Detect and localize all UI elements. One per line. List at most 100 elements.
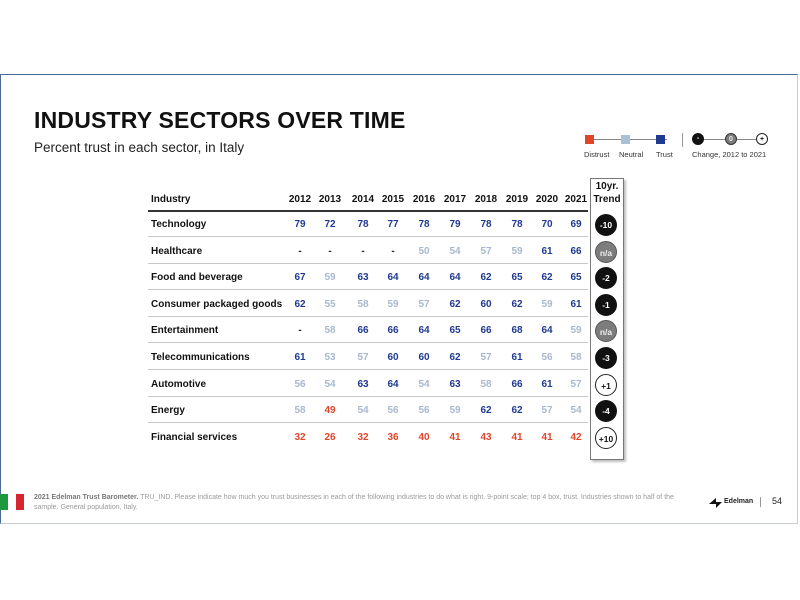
trend-badge: -4 <box>595 400 617 423</box>
row-rule <box>148 315 588 317</box>
table-cell: 60 <box>387 352 399 363</box>
table-cell: 66 <box>357 325 369 337</box>
table-cell: 59 <box>511 245 523 257</box>
table-cell: 55 <box>324 298 336 310</box>
table-cell: 59 <box>541 298 553 310</box>
table-cell: - <box>328 245 332 257</box>
trend-badge: +1 <box>595 373 617 396</box>
trend-badge: -1 <box>595 293 617 316</box>
table-cell: 41 <box>541 431 553 443</box>
edelman-logo: Edelman <box>708 495 754 511</box>
table-cell: 59 <box>570 325 582 337</box>
table-cell: 43 <box>480 431 492 443</box>
table-cell: 53 <box>324 352 336 363</box>
table-cell: 54 <box>449 245 461 257</box>
table-cell: 66 <box>570 245 582 257</box>
page-subtitle: Percent trust in each sector, in Italy <box>34 140 245 155</box>
table-cell: 66 <box>387 325 399 337</box>
row-label: Technology <box>151 219 207 230</box>
row-rule <box>148 369 588 370</box>
trend-badge: n/a <box>595 320 617 343</box>
table-cell: 62 <box>480 272 492 284</box>
row-rule <box>148 422 588 424</box>
legend-trust-swatch <box>656 135 665 144</box>
year-header: 2012 <box>288 194 312 205</box>
table-cell: 61 <box>541 245 553 257</box>
trend-badge: n/a <box>595 240 617 263</box>
table-cell: 59 <box>387 298 399 310</box>
table-cell: 61 <box>570 298 582 310</box>
year-header: 2013 <box>318 194 342 205</box>
legend-trust-label: Trust <box>656 150 673 159</box>
legend-separator <box>682 133 683 147</box>
legend: Distrust Neutral Trust - 0 + Change, 201… <box>582 131 782 167</box>
table-cell: 57 <box>418 298 430 310</box>
table-cell: 63 <box>357 272 369 284</box>
trend-header-bottom: Trend <box>593 194 621 205</box>
table-cell: 26 <box>324 431 336 443</box>
table-cell: 79 <box>449 219 461 230</box>
row-label: Entertainment <box>151 325 219 337</box>
table-cell: 78 <box>480 219 492 230</box>
table-cell: 62 <box>449 298 461 310</box>
table-cell: 67 <box>294 272 306 284</box>
table-cell: 59 <box>324 272 336 284</box>
table-cell: 79 <box>294 219 306 230</box>
trend-header-top: 10yr. <box>595 181 619 192</box>
table-cell: 36 <box>387 431 399 443</box>
legend-neutral-swatch <box>621 135 630 144</box>
table-cell: 65 <box>570 272 582 284</box>
year-header: 2018 <box>474 194 498 205</box>
table-cell: 61 <box>541 378 553 390</box>
table-cell: 62 <box>511 405 523 417</box>
table-cell: 64 <box>387 272 399 284</box>
table-cell: 54 <box>357 405 369 417</box>
table-cell: 56 <box>541 352 553 363</box>
row-label: Healthcare <box>151 245 203 257</box>
row-label: Consumer packaged goods <box>151 298 283 310</box>
source-note-bold: 2021 Edelman Trust Barometer. <box>34 494 139 501</box>
table-cell: 40 <box>418 431 430 443</box>
source-note-text: TRU_IND. Please indicate how much you tr… <box>34 494 674 511</box>
table-cell: 32 <box>294 431 306 443</box>
table-cell: 56 <box>294 378 306 390</box>
table-cell: 70 <box>541 219 553 230</box>
table-cell: 59 <box>449 405 461 417</box>
page-number: 54 <box>772 496 783 506</box>
row-label: Financial services <box>151 431 238 443</box>
table-cell: 64 <box>541 325 553 337</box>
source-note: 2021 Edelman Trust Barometer. TRU_IND. P… <box>34 493 684 513</box>
table-cell: 78 <box>357 219 369 230</box>
trend-badge: -2 <box>595 267 617 290</box>
table-cell: 64 <box>418 325 430 337</box>
table-cell: 69 <box>570 219 582 230</box>
table-cell: 57 <box>570 378 582 390</box>
year-header: 2017 <box>443 194 467 205</box>
legend-distrust-label: Distrust <box>584 150 610 159</box>
table-cell: 58 <box>480 378 492 390</box>
table-cell: 54 <box>570 405 582 417</box>
table-cell: 77 <box>387 219 399 230</box>
table-cell: 63 <box>449 378 461 390</box>
row-rule <box>148 342 588 344</box>
table-cell: 54 <box>418 378 430 390</box>
header-rule <box>148 210 588 212</box>
table-cell: 65 <box>449 325 461 337</box>
row-label: Telecommunications <box>151 352 250 363</box>
table-cell: - <box>298 325 302 337</box>
legend-neutral-label: Neutral <box>619 150 644 159</box>
table-cell: 60 <box>480 298 492 310</box>
slide-frame <box>0 74 798 524</box>
table-cell: 42 <box>570 431 582 443</box>
row-rule <box>148 236 588 237</box>
table-cell: 50 <box>418 245 430 257</box>
legend-change-label: Change, 2012 to 2021 <box>692 150 767 159</box>
table-cell: 57 <box>357 352 369 363</box>
industry-header: Industry <box>151 194 191 205</box>
trend-badge: +10 <box>595 426 617 449</box>
legend-zero-dot: 0 <box>725 133 737 145</box>
legend-distrust-swatch <box>585 135 594 144</box>
table-cell: 78 <box>511 219 523 230</box>
table-cell: 41 <box>511 431 523 443</box>
row-label: Automotive <box>151 378 206 390</box>
